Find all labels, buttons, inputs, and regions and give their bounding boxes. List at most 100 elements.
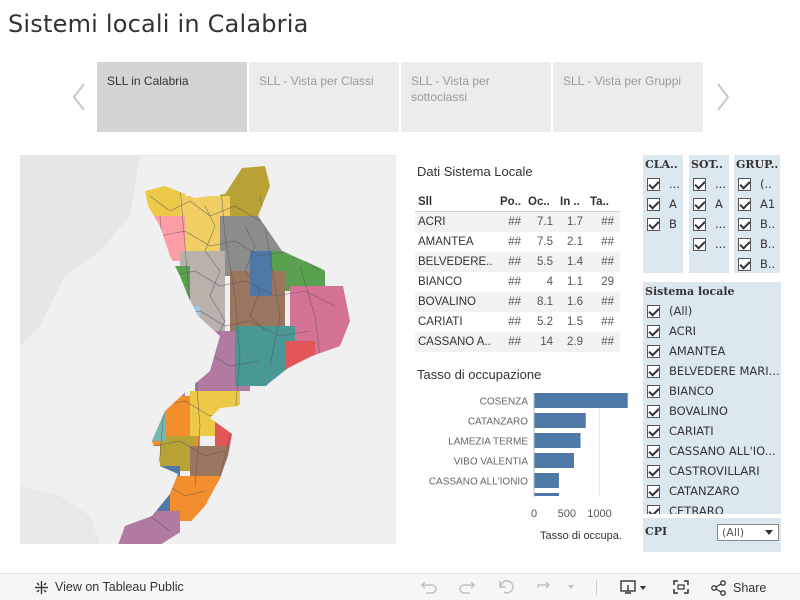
cell: 7.5 [537, 236, 553, 248]
view-on-tableau-link[interactable]: View on Tableau Public [55, 580, 184, 594]
checkbox-checked-icon[interactable] [647, 177, 660, 191]
filter-gruppi-option[interactable]: A1 [734, 194, 780, 214]
story-tab-vista-classi[interactable]: SLL - Vista per Classi [249, 62, 399, 132]
filter-option-label: CARIATI [669, 424, 714, 438]
redo-icon[interactable] [458, 579, 476, 595]
filter-sistema-option[interactable]: ACRI [643, 321, 781, 341]
checkbox-checked-icon[interactable] [647, 444, 660, 458]
filter-sistema-option[interactable]: (All) [643, 301, 781, 321]
checkbox-checked-icon[interactable] [647, 404, 660, 418]
table-row[interactable]: BIANCO ## 4 1.1 29 [415, 272, 620, 292]
filter-option-label: B.. [760, 257, 776, 271]
bar[interactable] [534, 453, 574, 468]
checkbox-checked-icon[interactable] [647, 464, 660, 478]
bar[interactable] [534, 413, 586, 428]
x-tick-label: 1000 [587, 508, 611, 520]
filter-sistema-option[interactable]: BOVALINO [643, 401, 781, 421]
filter-sottoclasse-option[interactable]: ... [689, 214, 729, 234]
filter-gruppi-option[interactable]: (.. [734, 174, 780, 194]
header-sll[interactable]: Sll [418, 195, 433, 208]
filter-sistema-option[interactable]: CASSANO ALL'IO... [643, 441, 781, 461]
filter-sistema-option[interactable]: CETRARO [643, 501, 781, 514]
filter-gruppi-option[interactable]: B.. [734, 254, 780, 274]
bar[interactable] [534, 393, 628, 408]
filter-option-label: BELVEDERE MARI... [669, 364, 780, 378]
table-row[interactable]: ACRI ## 7.1 1.7 ## [415, 212, 620, 232]
filter-option-label: CASTROVILLARI [669, 464, 760, 478]
share-icon [711, 580, 726, 596]
cpi-label: CPI [645, 525, 668, 538]
share-button[interactable]: Share [710, 580, 766, 596]
checkbox-checked-icon[interactable] [647, 304, 660, 318]
checkbox-checked-icon[interactable] [647, 217, 660, 231]
cell: 14 [540, 336, 553, 348]
bar-category-label: CATANZARO [468, 417, 528, 428]
checkbox-checked-icon[interactable] [647, 504, 660, 514]
filter-sistema-option[interactable]: BIANCO [643, 381, 781, 401]
table-row[interactable]: BOVALINO ## 8.1 1.6 ## [415, 292, 620, 312]
filter-sottoclasse-option[interactable]: A [689, 194, 729, 214]
checkbox-checked-icon[interactable] [693, 237, 706, 251]
checkbox-checked-icon[interactable] [647, 484, 660, 498]
checkbox-checked-icon[interactable] [647, 364, 660, 378]
checkbox-checked-icon[interactable] [738, 237, 751, 251]
header-tasso[interactable]: Ta.. [590, 195, 609, 208]
fullscreen-icon[interactable] [672, 579, 690, 595]
x-axis-label: Tasso di occupa. [540, 530, 622, 542]
revert-icon[interactable] [498, 579, 516, 595]
chevron-right-icon[interactable] [710, 80, 734, 114]
story-tab-sll-calabria[interactable]: SLL in Calabria [97, 62, 247, 132]
table-row[interactable]: AMANTEA ## 7.5 2.1 ## [415, 232, 620, 252]
header-occupati[interactable]: Oc.. [528, 195, 550, 208]
checkbox-checked-icon[interactable] [738, 197, 751, 211]
bar[interactable] [534, 473, 559, 488]
bar[interactable] [534, 433, 581, 448]
checkbox-checked-icon[interactable] [693, 217, 706, 231]
cpi-dropdown[interactable]: (All) [717, 524, 779, 541]
checkbox-checked-icon[interactable] [693, 177, 706, 191]
filter-gruppi-option[interactable]: B.. [734, 214, 780, 234]
checkbox-checked-icon[interactable] [647, 324, 660, 338]
undo-icon[interactable] [420, 579, 438, 595]
filter-sistema-option[interactable]: CARIATI [643, 421, 781, 441]
cell: ## [508, 276, 521, 288]
checkbox-checked-icon[interactable] [647, 197, 660, 211]
checkbox-checked-icon[interactable] [738, 257, 751, 271]
checkbox-checked-icon[interactable] [738, 177, 751, 191]
table-row[interactable]: BELVEDERE.. ## 5.5 1.4 ## [415, 252, 620, 272]
cell: 2.9 [567, 336, 583, 348]
filter-gruppi-option[interactable]: B.. [734, 234, 780, 254]
cell: ## [508, 336, 521, 348]
filter-classe-option[interactable]: B [643, 214, 683, 234]
filter-sistema-option[interactable]: BELVEDERE MARI... [643, 361, 781, 381]
chevron-left-icon[interactable] [68, 80, 92, 114]
filter-sottoclasse-option[interactable]: ... [689, 234, 729, 254]
checkbox-checked-icon[interactable] [647, 384, 660, 398]
table-row[interactable]: CASSANO A.. ## 14 2.9 ## [415, 332, 620, 352]
refresh-icon[interactable] [535, 579, 553, 595]
table-row[interactable]: CARIATI ## 5.2 1.5 ## [415, 312, 620, 332]
filter-sistema-option[interactable]: CASTROVILLARI [643, 461, 781, 481]
checkbox-checked-icon[interactable] [693, 197, 706, 211]
download-icon[interactable] [620, 579, 650, 595]
story-tabs: SLL in Calabria SLL - Vista per Classi S… [97, 62, 703, 132]
header-popolazione[interactable]: Po.. [500, 195, 522, 208]
story-tab-vista-sottoclassi[interactable]: SLL - Vista per sottoclassi [401, 62, 551, 132]
filter-option-label: (.. [760, 177, 772, 191]
header-in[interactable]: In .. [560, 195, 580, 208]
filter-sistema-option[interactable]: CATANZARO [643, 481, 781, 501]
share-label: Share [733, 581, 767, 595]
checkbox-checked-icon[interactable] [647, 344, 660, 358]
calabria-map[interactable] [20, 155, 396, 544]
filter-sottoclasse-option[interactable]: ... [689, 174, 729, 194]
filter-classe-option[interactable]: A [643, 194, 683, 214]
checkbox-checked-icon[interactable] [647, 424, 660, 438]
story-tab-vista-gruppi[interactable]: SLL - Vista per Gruppi [553, 62, 703, 132]
pause-dropdown-icon[interactable] [566, 579, 576, 595]
filter-option-label: B [669, 217, 677, 231]
checkbox-checked-icon[interactable] [738, 217, 751, 231]
filter-sistema-locale[interactable]: Sistema locale (All) ACRI AMANTEA BELVED… [643, 282, 781, 514]
filter-sottoclasse: SOT.. ... A ... ... [689, 155, 729, 273]
filter-classe-option[interactable]: ... [643, 174, 683, 194]
filter-sistema-option[interactable]: AMANTEA [643, 341, 781, 361]
